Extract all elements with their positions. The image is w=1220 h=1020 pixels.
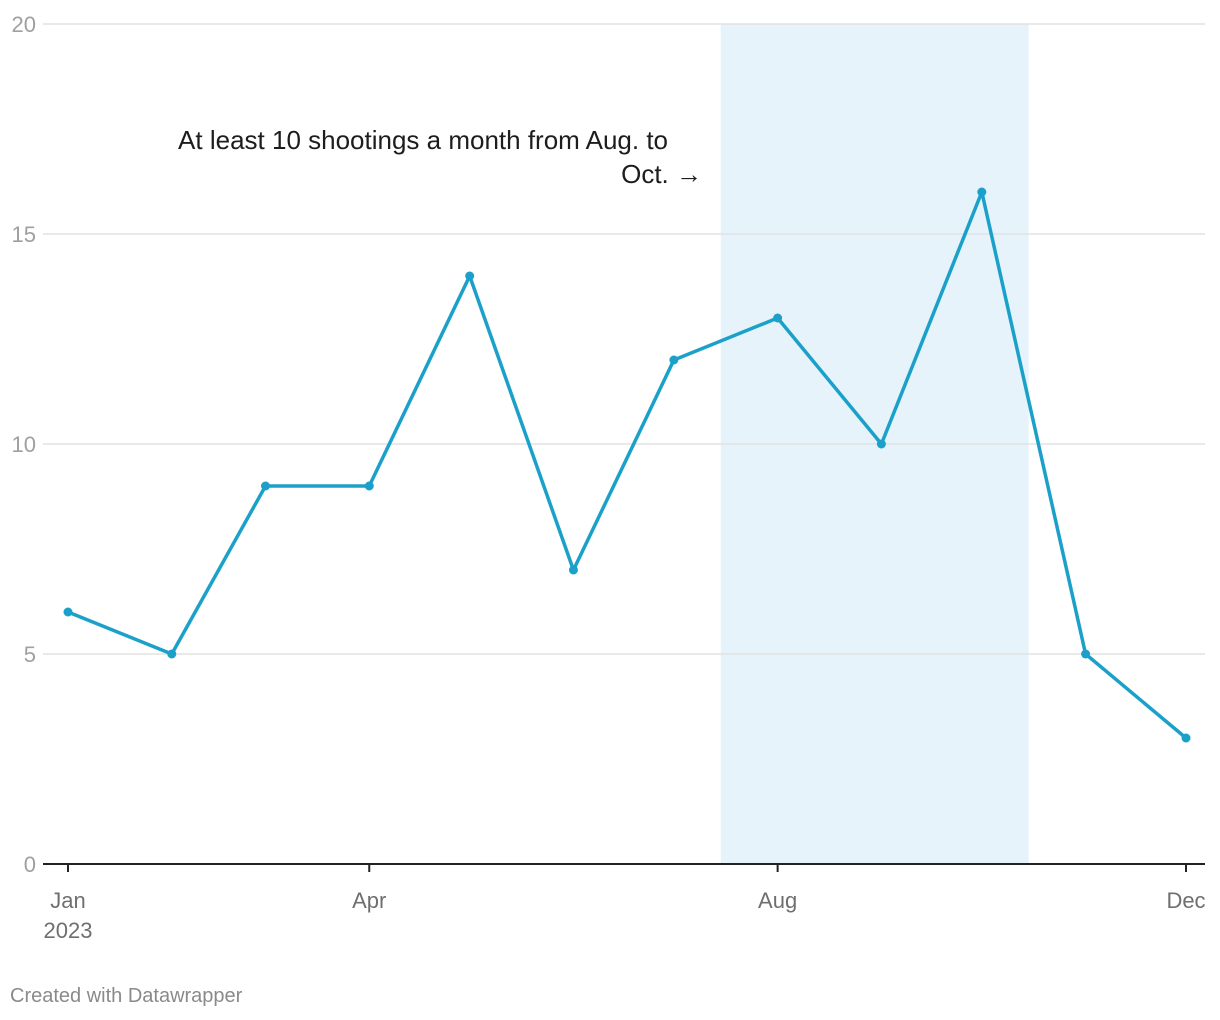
annotation-line-2: Oct. → [621, 159, 702, 189]
data-point-2023-06 [568, 565, 578, 575]
y-tick-label-0: 0 [24, 852, 36, 877]
data-point-2023-02 [167, 649, 177, 659]
data-point-2023-09 [876, 439, 886, 449]
axis-layer: 0 5 10 15 20 Jan 2023 Apr Aug Dec [12, 12, 1206, 943]
data-point-2023-03 [260, 481, 270, 491]
x-tick-label-dec: Dec [1166, 888, 1205, 913]
data-point-2023-08 [773, 313, 783, 323]
credit-text: Created with Datawrapper [10, 985, 243, 1007]
data-point-2023-04 [364, 481, 374, 491]
data-point-2023-10 [977, 187, 987, 197]
y-tick-label-20: 20 [12, 12, 36, 37]
data-point-2023-11 [1081, 649, 1091, 659]
x-tick-label-apr: Apr [352, 888, 386, 913]
data-point-2023-01 [63, 607, 73, 617]
series-layer [63, 187, 1191, 743]
x-tick-sublabel-year: 2023 [44, 918, 93, 943]
annotation-layer: At least 10 shootings a month from Aug. … [178, 125, 702, 189]
data-point-2023-12 [1181, 733, 1191, 743]
y-tick-label-10: 10 [12, 432, 36, 457]
data-point-2023-05 [465, 271, 475, 281]
series-line-0 [66, 190, 1188, 740]
x-tick-label-aug: Aug [758, 888, 797, 913]
grid-layer [43, 23, 1205, 655]
y-tick-label-15: 15 [12, 222, 36, 247]
data-point-2023-07 [669, 355, 679, 365]
x-tick-label-jan: Jan [50, 888, 85, 913]
y-tick-label-5: 5 [24, 642, 36, 667]
annotation-line-1: At least 10 shootings a month from Aug. … [178, 125, 668, 155]
